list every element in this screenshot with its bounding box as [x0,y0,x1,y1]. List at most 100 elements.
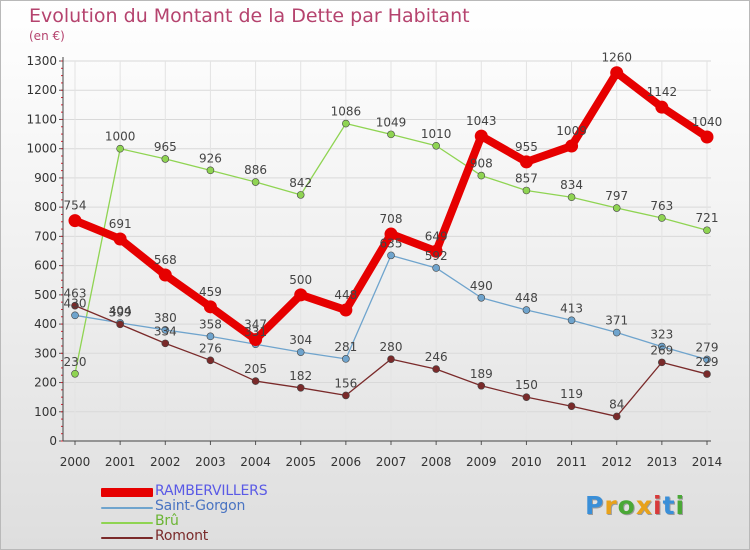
data-point-romont [296,383,305,392]
x-tick-label: 2011 [556,455,587,469]
data-label-bru: 1010 [421,127,452,141]
x-tick-label: 2012 [601,455,632,469]
y-tick-label: 900 [34,171,57,185]
data-label-rambervillers: 708 [380,212,403,226]
y-tick-label: 400 [34,317,57,331]
data-point-bru [71,369,79,378]
proxiti-logo: Proxiti [585,491,685,520]
data-point-saint-gorgon [387,251,395,260]
data-point-bru [522,186,531,195]
data-label-rambervillers: 649 [425,229,448,243]
x-tick-label: 2003 [195,455,226,469]
data-label-bru: 721 [696,211,719,225]
data-label-romont: 119 [560,387,583,401]
data-label-rambervillers: 568 [154,253,177,267]
data-label-romont: 246 [425,350,448,364]
data-point-romont [161,339,170,348]
x-tick-label: 2013 [647,455,678,469]
data-point-romont [342,391,350,400]
y-tick-label: 1200 [26,83,57,97]
data-label-rambervillers: 500 [289,273,312,287]
data-label-rambervillers: 1040 [692,115,723,129]
data-label-rambervillers: 1009 [556,124,587,138]
data-point-bru [612,204,621,212]
x-tick-label: 2014 [692,455,723,469]
data-label-romont: 156 [334,376,357,390]
data-point-rambervillers [519,155,533,169]
data-point-bru [251,178,260,186]
data-point-saint-gorgon [342,355,350,363]
y-tick-label: 100 [34,405,57,419]
data-point-saint-gorgon [477,293,486,302]
x-tick-label: 2006 [331,455,362,469]
series-lines [68,66,714,421]
data-point-rambervillers [203,300,217,314]
data-label-romont: 463 [64,287,87,301]
data-point-romont [567,402,576,411]
data-point-rambervillers [294,288,308,302]
legend-label-romont: Romont [155,528,209,544]
data-label-rambervillers: 448 [334,288,357,302]
data-label-rambervillers: 691 [109,217,132,231]
legend-swatch-bru [101,522,153,524]
y-tick-label: 600 [34,259,57,273]
logo-letter: i [675,491,686,520]
data-label-bru: 230 [64,355,87,369]
data-label-rambervillers: 754 [64,199,87,213]
y-tick-label: 300 [34,346,57,360]
x-tick-label: 2002 [150,455,181,469]
data-point-saint-gorgon [71,311,79,320]
logo-letter: i [653,491,663,520]
data-point-romont [477,381,486,390]
legend-swatch-rambervillers [101,488,153,497]
data-point-saint-gorgon [567,316,576,325]
data-point-bru [206,166,215,175]
data-label-saint-gorgon: 380 [154,311,177,325]
data-point-saint-gorgon [432,264,440,272]
data-point-bru [477,171,486,180]
chart-subtitle: (en €) [29,29,65,43]
x-tick-label: 2007 [376,455,407,469]
data-label-romont: 229 [696,355,719,369]
data-label-romont: 84 [609,397,624,411]
data-point-rambervillers [158,268,172,282]
data-point-bru [658,214,666,222]
data-label-rambervillers: 347 [244,318,267,332]
axes [59,57,711,445]
data-point-romont [206,356,215,365]
data-label-romont: 334 [154,324,177,338]
data-label-rambervillers: 1142 [647,85,678,99]
data-label-saint-gorgon: 279 [696,340,719,354]
data-point-rambervillers [68,214,82,228]
legend-swatch-saint-gorgon [101,507,153,509]
data-label-romont: 280 [380,340,403,354]
data-label-rambervillers: 1043 [466,114,497,128]
y-tick-label: 1300 [26,54,57,68]
logo-letter: x [635,491,653,520]
data-label-saint-gorgon: 404 [109,304,132,318]
data-label-romont: 150 [515,378,538,392]
data-point-rambervillers [429,244,443,258]
data-point-rambervillers [565,139,579,153]
data-point-bru [567,193,576,202]
data-label-saint-gorgon: 490 [470,279,493,293]
data-label-bru: 834 [560,178,583,192]
data-label-bru: 1086 [331,105,362,119]
data-label-bru: 797 [605,189,628,203]
data-point-romont [71,301,79,310]
data-point-rambervillers [384,227,398,241]
y-tick-label: 700 [34,229,57,243]
data-label-saint-gorgon: 281 [334,340,357,354]
data-label-bru: 965 [154,140,177,154]
y-tick-label: 1000 [26,142,57,156]
legend-label-rambervillers: RAMBERVILLERS [155,483,268,499]
data-label-romont: 276 [199,341,222,355]
data-label-saint-gorgon: 323 [650,328,673,342]
data-point-saint-gorgon [522,306,531,314]
data-label-rambervillers: 955 [515,140,538,154]
data-point-romont [251,377,260,385]
logo-letter: o [617,491,636,520]
data-point-saint-gorgon [658,342,666,351]
